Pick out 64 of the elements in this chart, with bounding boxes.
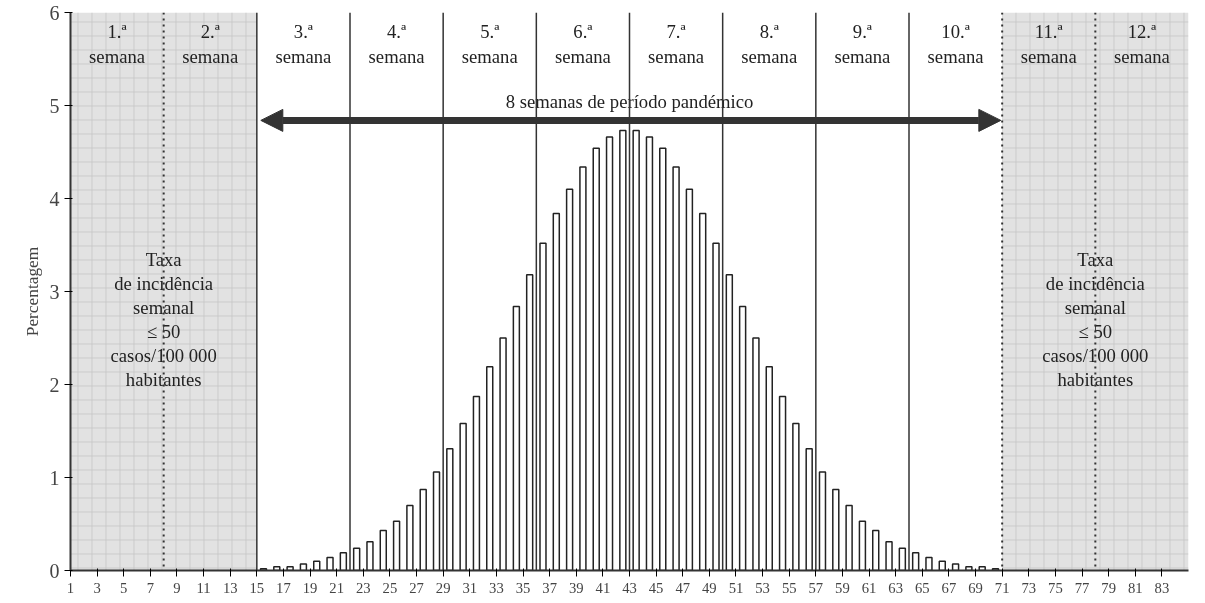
- x-tick-label: 35: [515, 579, 531, 596]
- x-tick-label: 3: [93, 579, 101, 596]
- x-tick-label: 51: [728, 579, 744, 596]
- y-tick-label: 3: [49, 280, 60, 303]
- annotation: 1.ª semana: [89, 20, 146, 67]
- x-tick-label: 67: [941, 579, 957, 596]
- x-tick-label: 47: [675, 579, 691, 596]
- x-tick-label: 65: [914, 579, 930, 596]
- x-tick-label: 57: [808, 579, 824, 596]
- x-tick-label: 17: [276, 579, 291, 596]
- x-tick-label: 63: [888, 579, 904, 596]
- y-tick-label: 6: [49, 1, 60, 24]
- x-tick-label: 77: [1074, 579, 1090, 596]
- x-tick-label: 41: [595, 579, 611, 596]
- x-tick-label: 21: [329, 579, 345, 596]
- annotation: 6.ª semana: [554, 20, 612, 67]
- x-tick-label: 29: [435, 579, 451, 596]
- x-tick-label: 13: [222, 579, 238, 596]
- y-tick-label: 1: [49, 466, 60, 489]
- x-tick-label: 45: [648, 579, 664, 596]
- x-tick-label: 31: [462, 579, 478, 596]
- x-tick-label: 83: [1154, 579, 1170, 596]
- x-tick-label: 49: [702, 579, 717, 596]
- x-tick-label: 71: [994, 579, 1010, 596]
- annotation: 3.ª semana: [275, 20, 333, 67]
- y-axis-title: Percentagem: [22, 246, 42, 337]
- x-tick-label: 5: [120, 579, 128, 596]
- x-tick-label: 53: [755, 579, 770, 596]
- x-tick-label: 25: [382, 579, 398, 596]
- x-tick-label: 61: [861, 579, 877, 596]
- x-tick-label: 75: [1048, 579, 1063, 596]
- annotation: 9.ª semana: [834, 20, 892, 67]
- y-tick-label: 4: [49, 187, 60, 210]
- annotation: 8.ª semana: [741, 20, 798, 67]
- y-tick-label: 2: [49, 373, 60, 396]
- x-tick-label: 79: [1101, 579, 1116, 596]
- annotation: 12.ª semana: [1113, 20, 1171, 67]
- x-tick-label: 33: [489, 579, 504, 596]
- x-tick-label: 69: [968, 579, 983, 596]
- annotation: 2.ª semana: [182, 20, 239, 67]
- x-tick-label: 81: [1127, 579, 1143, 596]
- annotation: 4.ª semana: [368, 20, 426, 67]
- annotation: 5.ª semana: [461, 20, 519, 67]
- x-tick-label: 23: [355, 579, 371, 596]
- x-tick-label: 9: [173, 579, 181, 596]
- x-tick-label: 27: [409, 579, 424, 596]
- x-tick-label: 73: [1021, 579, 1037, 596]
- x-tick-label: 43: [622, 579, 637, 596]
- x-tick-label: 7: [146, 579, 155, 596]
- annotation: 7.ª semana: [648, 20, 705, 67]
- annotation: 11.ª semana: [1020, 20, 1078, 67]
- annotation: 10.ª semana: [927, 20, 985, 67]
- x-tick-label: 19: [302, 579, 318, 596]
- y-tick-label: 5: [49, 94, 60, 117]
- x-tick-label: 59: [835, 579, 850, 596]
- band-label: Taxa de incidência semanal ≤ 50 casos/100 000 habitantes: [110, 248, 217, 391]
- x-tick-label: 11: [196, 579, 211, 596]
- x-tick-label: 39: [568, 579, 584, 596]
- x-tick-label: 55: [781, 579, 797, 596]
- band-label: Taxa de incidência semanal ≤ 50 casos/100 000 habitantes: [1042, 248, 1149, 391]
- y-tick-label: 0: [49, 559, 60, 582]
- x-tick-label: 37: [542, 579, 557, 596]
- x-tick-label: 15: [249, 579, 265, 596]
- x-tick-label: 1: [66, 579, 75, 596]
